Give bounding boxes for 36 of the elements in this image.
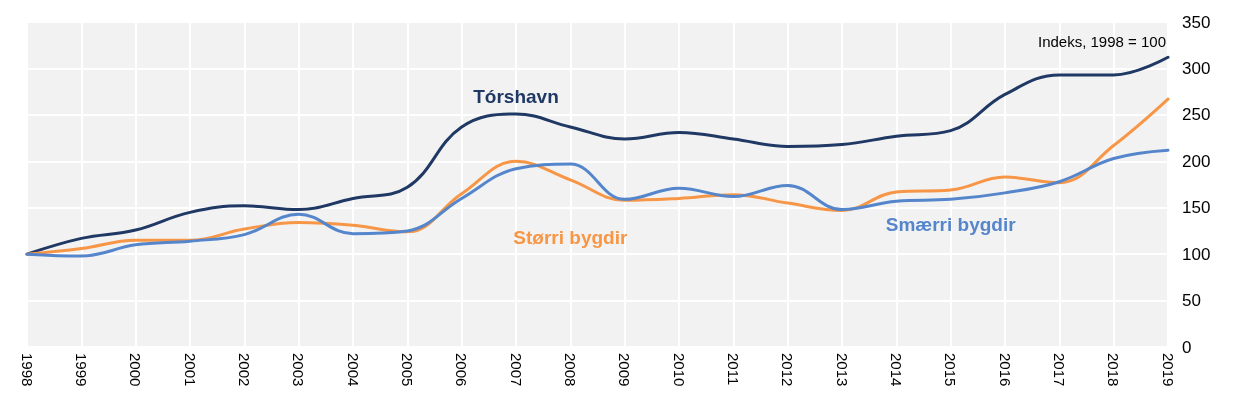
y-tick-label: 250 xyxy=(1182,105,1211,125)
line-series xyxy=(25,148,1170,258)
line-series xyxy=(25,55,1170,256)
x-tick-label: 2001 xyxy=(181,353,199,387)
x-tick-label: 2015 xyxy=(942,353,960,387)
series-label: Tórshavn xyxy=(473,85,559,107)
series-label: Størri bygdir xyxy=(513,226,628,248)
x-tick-label: 2019 xyxy=(1159,353,1177,387)
x-tick-label: 2018 xyxy=(1105,353,1123,387)
x-tick-label: 2009 xyxy=(616,353,634,387)
y-tick-label: 200 xyxy=(1182,151,1211,171)
x-tick-label: 2006 xyxy=(453,353,471,387)
annotation: Indeks, 1998 = 100 xyxy=(1037,33,1167,50)
x-tick-label: 2010 xyxy=(670,353,688,387)
x-tick-label: 2017 xyxy=(1050,353,1068,387)
x-tick-label: 2007 xyxy=(507,353,525,387)
y-tick-label: 300 xyxy=(1182,58,1211,78)
y-tick-label: 100 xyxy=(1182,244,1211,264)
x-tick-label: 2002 xyxy=(235,353,253,387)
y-tick-label: 150 xyxy=(1182,198,1211,218)
x-tick-label: 1999 xyxy=(72,353,90,387)
y-tick-label: 0 xyxy=(1182,337,1192,357)
x-tick-label: 1998 xyxy=(18,353,36,387)
x-tick-label: 2003 xyxy=(290,353,308,387)
x-tick-label: 2000 xyxy=(127,353,145,387)
x-tick-label: 2008 xyxy=(561,353,579,387)
x-tick-label: 2016 xyxy=(996,353,1014,387)
series-label: Smærri bygdir xyxy=(885,213,1017,235)
y-tick-label: 50 xyxy=(1182,291,1201,311)
x-tick-label: 2012 xyxy=(779,353,797,387)
x-tick-label: 2005 xyxy=(398,353,416,387)
x-tick-label: 2011 xyxy=(724,353,742,386)
x-tick-label: 2014 xyxy=(887,353,905,387)
y-tick-label: 350 xyxy=(1182,12,1211,32)
x-tick-label: 2004 xyxy=(344,353,362,387)
x-tick-label: 2013 xyxy=(833,353,851,387)
